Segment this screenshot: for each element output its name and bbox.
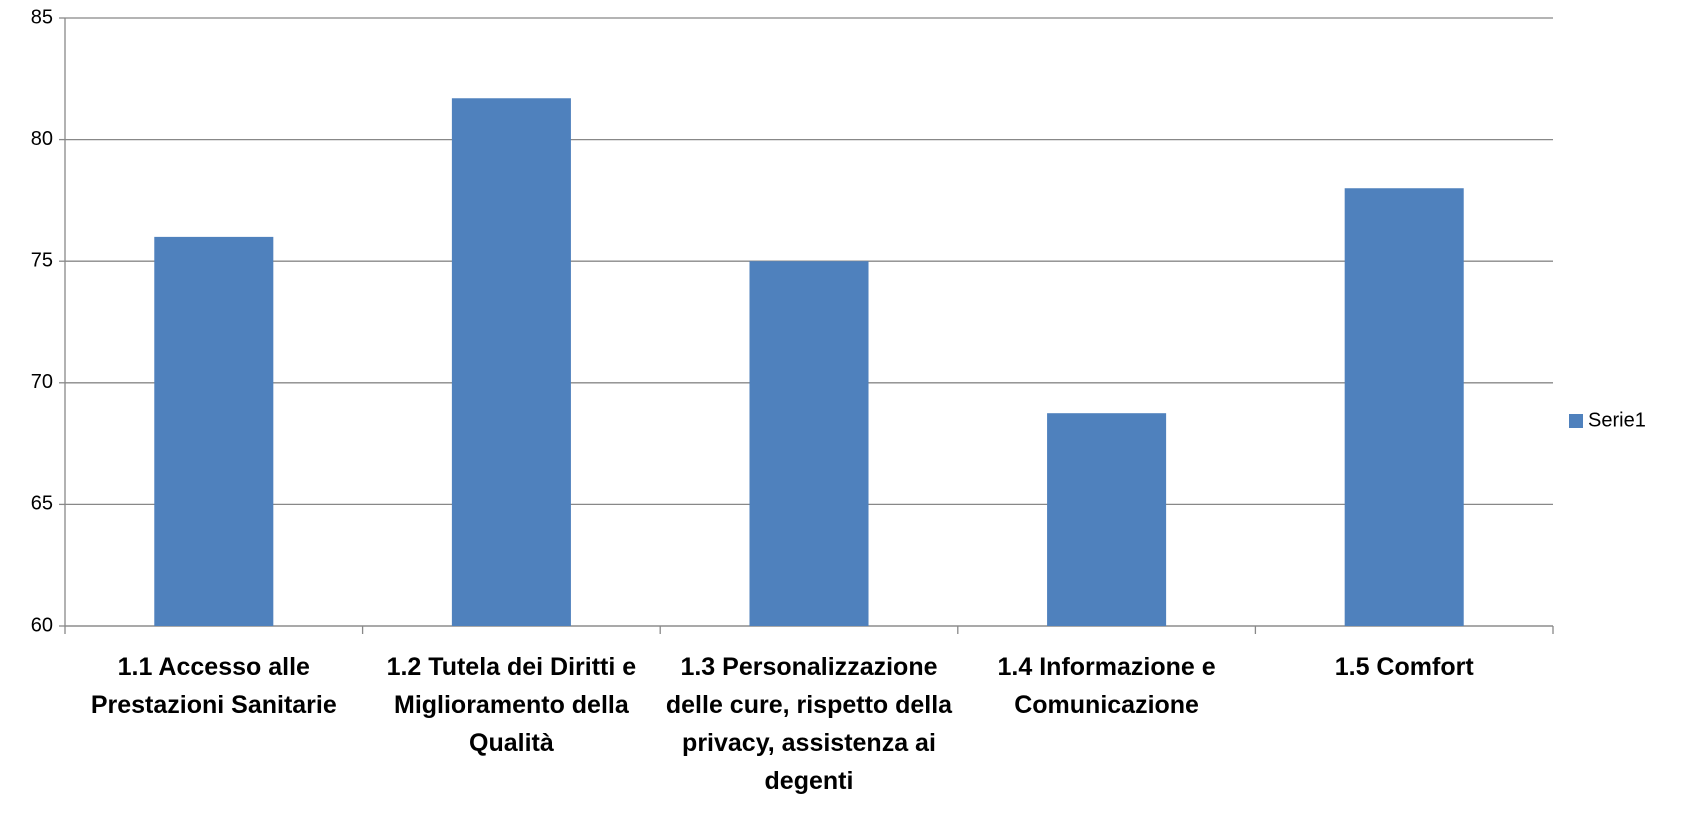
x-tick-label: 1.5 Comfort <box>1334 653 1474 681</box>
legend-label: Serie1 <box>1588 409 1646 431</box>
y-tick-label: 70 <box>31 371 53 393</box>
y-tick-label: 60 <box>31 614 53 636</box>
x-tick-label: 1.2 Tutela dei Diritti e Miglioramento d… <box>386 653 637 757</box>
x-tick-label: 1.3 Personalizzazione delle cure, rispet… <box>665 653 953 795</box>
x-tick-label: 1.4 Informazione e Comunicazione <box>997 653 1216 719</box>
x-tick-label: 1.1 Accesso alle Prestazioni Sanitarie <box>90 653 337 719</box>
y-tick-label: 85 <box>31 6 53 28</box>
legend-swatch <box>1569 414 1583 428</box>
bar <box>1047 413 1167 626</box>
bar <box>1344 188 1464 627</box>
bar <box>154 236 274 626</box>
y-tick-label: 75 <box>31 249 53 271</box>
y-tick-label: 80 <box>31 128 53 150</box>
y-tick-label: 65 <box>31 493 53 515</box>
bar <box>749 261 869 626</box>
bar <box>451 98 571 627</box>
